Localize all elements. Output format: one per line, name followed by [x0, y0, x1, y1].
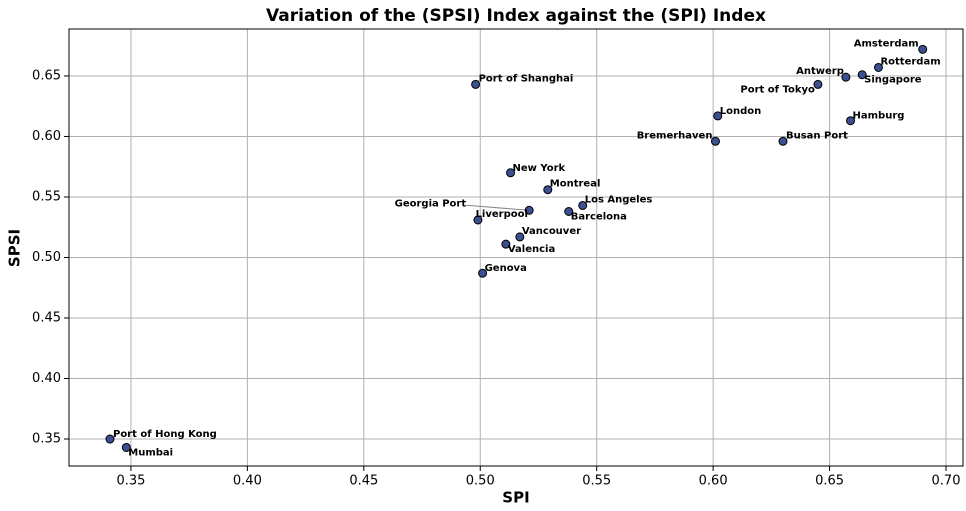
- point-label: Genova: [485, 263, 527, 274]
- point-label: Montreal: [550, 179, 601, 190]
- point: [778, 136, 788, 146]
- x-tick-label: 0.35: [116, 474, 145, 489]
- point-label: Port of Hong Kong: [113, 429, 217, 440]
- point-label: Mumbai: [128, 447, 173, 458]
- plot-frame: [68, 28, 964, 467]
- point: [841, 72, 851, 82]
- point: [578, 200, 588, 210]
- point-label: Port of Shanghai: [479, 73, 574, 84]
- point: [121, 442, 131, 452]
- y-tick-label: 0.60: [32, 129, 61, 144]
- point-label: Liverpool: [476, 209, 528, 220]
- point: [710, 136, 720, 146]
- point: [713, 111, 723, 121]
- x-axis-label: SPI: [502, 489, 529, 507]
- x-tick-label: 0.70: [932, 474, 961, 489]
- point-label: New York: [513, 163, 566, 174]
- point-label: Los Angeles: [585, 194, 653, 205]
- point: [105, 434, 115, 444]
- x-tick-label: 0.60: [699, 474, 728, 489]
- point: [813, 79, 823, 89]
- point: [846, 116, 856, 126]
- point: [515, 232, 525, 242]
- point: [471, 79, 481, 89]
- y-tick-label: 0.65: [32, 68, 61, 83]
- y-tick-label: 0.50: [32, 250, 61, 265]
- point-label: Valencia: [508, 244, 555, 255]
- y-tick-label: 0.40: [32, 371, 61, 386]
- y-tick-label: 0.55: [32, 189, 61, 204]
- point-label: Port of Tokyo: [740, 84, 815, 95]
- y-axis-label: SPSI: [6, 229, 24, 267]
- point: [857, 70, 867, 80]
- leader-line: [466, 204, 530, 211]
- point: [473, 215, 483, 225]
- point: [524, 205, 534, 215]
- x-tick-label: 0.45: [349, 474, 378, 489]
- point-label: Rotterdam: [880, 56, 940, 67]
- y-tick-label: 0.45: [32, 310, 61, 325]
- point: [501, 239, 511, 249]
- point-label: Vancouver: [522, 226, 581, 237]
- point: [478, 268, 488, 278]
- point-label: Bremerhaven: [637, 130, 713, 141]
- point-label: Singapore: [864, 75, 922, 86]
- point-label: Antwerp: [796, 66, 844, 77]
- x-tick-label: 0.55: [582, 474, 611, 489]
- point: [873, 62, 883, 72]
- point-label: Amsterdam: [854, 38, 919, 49]
- point: [564, 206, 574, 216]
- y-tick-label: 0.35: [32, 432, 61, 447]
- point: [506, 168, 516, 178]
- point-label: Hamburg: [853, 111, 905, 122]
- chart-title: Variation of the (SPSI) Index against th…: [266, 6, 766, 26]
- point-label: London: [720, 106, 762, 117]
- point: [918, 44, 928, 54]
- point-label: Georgia Port: [395, 198, 467, 209]
- point-label: Busan Port: [786, 130, 848, 141]
- x-tick-label: 0.50: [466, 474, 495, 489]
- x-tick-label: 0.65: [815, 474, 844, 489]
- point: [543, 185, 553, 195]
- point-label: Barcelona: [571, 211, 627, 222]
- x-tick-label: 0.40: [233, 474, 262, 489]
